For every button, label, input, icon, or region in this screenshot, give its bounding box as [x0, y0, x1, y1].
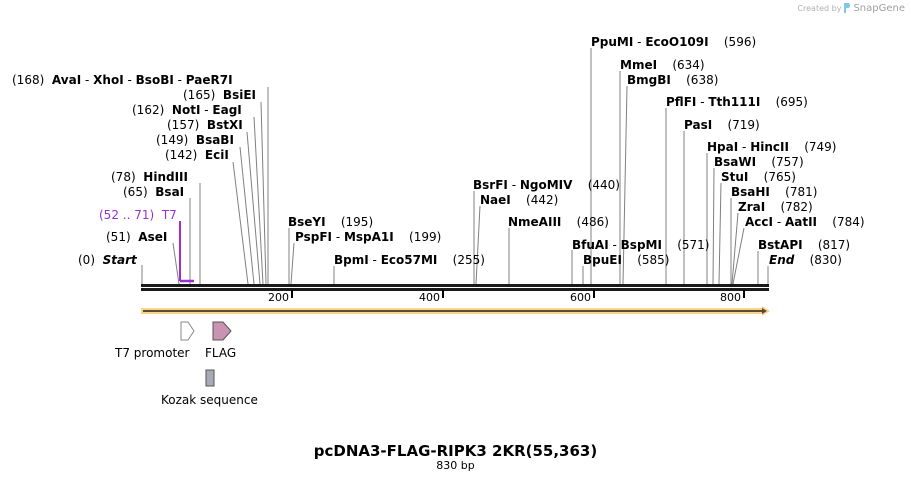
- kozak-feature-box-icon: [205, 369, 215, 387]
- tick-label-600: 600: [570, 291, 591, 304]
- feature-label-kozak[interactable]: Kozak sequence: [161, 393, 258, 407]
- site-label-stui[interactable]: StuI (765): [721, 170, 796, 184]
- feature-label-t7-promoter[interactable]: T7 promoter: [115, 346, 190, 360]
- site-label-end[interactable]: End (830): [769, 253, 842, 267]
- site-label-start[interactable]: (0) Start: [78, 253, 137, 267]
- site-label-avai[interactable]: (168) AvaI - XhoI - BsoBI - PaeR7I: [12, 73, 233, 87]
- snapgene-logo-icon: [844, 3, 851, 13]
- site-label-zrai[interactable]: ZraI (782): [738, 200, 813, 214]
- site-label-bsahi[interactable]: BsaHI (781): [731, 185, 818, 199]
- credit-text: Created by: [797, 3, 842, 13]
- feature-label-flag[interactable]: FLAG: [205, 346, 237, 360]
- site-label-pspfi[interactable]: PspFI - MspA1I (199): [295, 230, 442, 244]
- site-label-pasi[interactable]: PasI (719): [684, 118, 760, 132]
- site-label-acci[interactable]: AccI - AatII (784): [745, 215, 865, 229]
- map-length: 830 bp: [436, 459, 475, 472]
- site-label-hpai[interactable]: HpaI - HincII (749): [707, 140, 837, 154]
- credit-brand: SnapGene: [853, 2, 905, 14]
- tick-label-200: 200: [268, 291, 289, 304]
- site-label-hindiii[interactable]: (78) HindIII: [111, 170, 188, 184]
- site-label-bsawi[interactable]: BsaWI (757): [714, 155, 804, 169]
- site-label-bseyi[interactable]: BseYI (195): [288, 215, 374, 229]
- snapgene-credit: Created by SnapGene: [797, 2, 905, 14]
- site-label-ecii[interactable]: (142) EciI: [165, 148, 229, 162]
- site-label-noti[interactable]: (162) NotI - EagI: [132, 103, 242, 117]
- backbone: [141, 284, 769, 291]
- site-label-asei[interactable]: (51) AseI: [106, 230, 168, 244]
- tick-label-800: 800: [720, 291, 741, 304]
- t7-feature-marker: [179, 221, 194, 283]
- flag-feature-arrow-icon: [212, 321, 232, 341]
- feature-label-t7[interactable]: (52 .. 71) T7: [99, 208, 177, 222]
- site-label-bsabi[interactable]: (149) BsaBI: [156, 133, 234, 147]
- map-title: pcDNA3-FLAG-RIPK3 2KR(55,363): [313, 442, 598, 460]
- site-label-nmeaiii[interactable]: NmeAIII (486): [508, 215, 609, 229]
- site-label-bpuei[interactable]: BpuEI (585): [583, 253, 670, 267]
- site-label-naei[interactable]: NaeI (442): [480, 193, 559, 207]
- ruler-ticks: [291, 290, 745, 298]
- site-label-pflfi[interactable]: PflFI - Tth111I (695): [666, 95, 808, 109]
- t7-promoter-arrow-icon: [180, 321, 195, 341]
- site-label-bsai[interactable]: (65) BsaI: [123, 185, 185, 199]
- site-label-bpmi[interactable]: BpmI - Eco57MI (255): [334, 253, 485, 267]
- site-label-bstxi[interactable]: (157) BstXI: [167, 118, 243, 132]
- site-lines: [141, 48, 769, 285]
- site-label-bstapi[interactable]: BstAPI (817): [758, 238, 851, 252]
- site-label-bsiei[interactable]: (165) BsiEI: [183, 88, 256, 102]
- site-label-ppumi[interactable]: PpuMI - EcoO109I (596): [591, 35, 757, 49]
- tick-label-400: 400: [419, 291, 440, 304]
- orf-arrow: [141, 306, 770, 316]
- site-label-bsrfi[interactable]: BsrFI - NgoMIV (440): [473, 178, 620, 192]
- site-label-mmei[interactable]: MmeI (634): [620, 58, 705, 72]
- site-label-bfuai[interactable]: BfuAI - BspMI (571): [572, 238, 710, 252]
- site-label-bmgbi[interactable]: BmgBI (638): [627, 73, 719, 87]
